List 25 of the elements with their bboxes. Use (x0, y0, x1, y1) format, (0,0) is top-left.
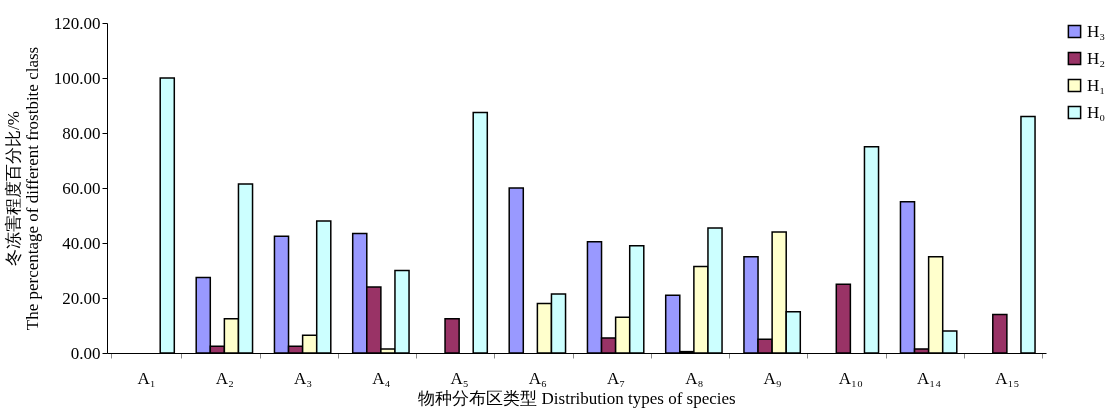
legend-label: H₃ (1087, 21, 1106, 41)
x-tick-label: A₉ (763, 368, 782, 388)
x-tick-label: A₄ (372, 368, 391, 388)
x-tick-label: A₃ (294, 368, 313, 388)
y-tick-label: 120.00 (53, 13, 101, 33)
y-tick-label: 100.00 (53, 68, 101, 88)
x-tick-label: A₁₄ (917, 368, 942, 388)
x-axis-title: 物种分布区类型 Distribution types of species (418, 388, 736, 408)
y-tick-label: 40.00 (62, 233, 101, 253)
y-tick-label: 0.00 (70, 343, 101, 363)
x-tick-label: A₁₅ (995, 368, 1020, 388)
legend-label: H₂ (1087, 48, 1106, 68)
x-tick-label: A₆ (528, 368, 548, 388)
y-tick-label: 20.00 (62, 288, 101, 308)
x-tick-label: A₈ (685, 368, 704, 388)
y-tick-label: 80.00 (62, 123, 101, 143)
legend-label: H₀ (1087, 102, 1106, 122)
x-tick-label: A₁₀ (838, 368, 864, 388)
x-tick-label: A₅ (450, 368, 469, 388)
legend-label: H₁ (1087, 75, 1106, 95)
y-tick-label: 60.00 (62, 178, 101, 198)
y-axis-title: 冬冻害程度百分比/% The percentage of different frostbite class (3, 46, 42, 331)
x-tick-label: A₂ (215, 368, 234, 388)
x-tick-label: A₁ (137, 368, 156, 388)
x-tick-label: A₇ (607, 368, 626, 388)
